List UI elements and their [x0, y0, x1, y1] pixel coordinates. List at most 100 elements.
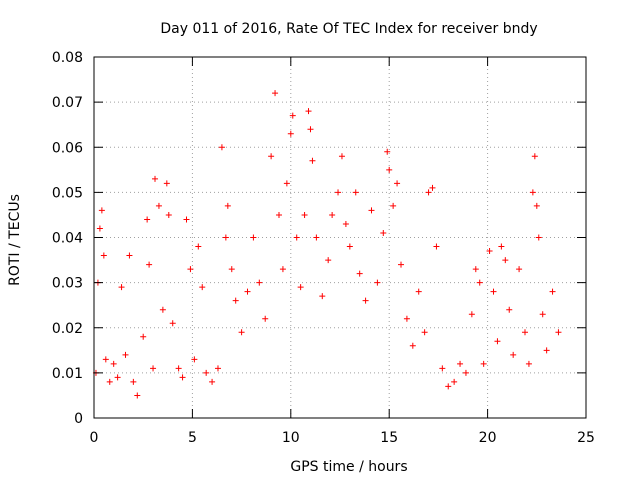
data-point: [386, 166, 393, 173]
data-point: [209, 378, 216, 385]
data-point: [415, 288, 422, 295]
data-point: [516, 266, 523, 273]
y-tick-label: 0.02: [52, 321, 83, 337]
data-point: [224, 202, 231, 209]
x-tick-label: 0: [90, 430, 99, 446]
data-point: [256, 279, 263, 286]
data-point: [486, 248, 493, 255]
data-points: [92, 90, 562, 399]
data-point: [134, 392, 141, 399]
data-point: [390, 202, 397, 209]
data-point: [96, 225, 103, 232]
data-point: [140, 333, 147, 340]
y-tick-label: 0.07: [52, 95, 83, 111]
data-point: [338, 153, 345, 160]
data-point: [533, 202, 540, 209]
data-point: [100, 252, 107, 259]
data-point: [439, 365, 446, 372]
data-point: [307, 126, 314, 133]
data-point: [531, 153, 538, 160]
data-point: [335, 189, 342, 196]
data-point: [472, 266, 479, 273]
data-point: [191, 356, 198, 363]
data-point: [555, 329, 562, 336]
data-point: [183, 216, 190, 223]
y-axis-label: ROTI / TECUs: [7, 194, 23, 286]
data-point: [462, 369, 469, 376]
data-point: [301, 211, 308, 218]
data-point: [98, 207, 105, 214]
x-tick-label: 25: [577, 430, 595, 446]
data-point: [126, 252, 133, 259]
data-point: [152, 175, 159, 182]
data-point: [144, 216, 151, 223]
data-point: [409, 342, 416, 349]
x-tick-label: 20: [479, 430, 497, 446]
data-point: [543, 347, 550, 354]
axis-ticks: 0 0.01 0.02 0.03 0.04 0.05 0.06 0.07 0.08 0 5 10 15 2…: [52, 50, 595, 446]
data-point: [374, 279, 381, 286]
data-point: [150, 365, 157, 372]
data-point: [130, 378, 137, 385]
data-point: [283, 180, 290, 187]
data-point: [525, 360, 532, 367]
y-tick-label: 0: [74, 411, 83, 427]
data-point: [421, 329, 428, 336]
data-point: [146, 261, 153, 268]
y-tick-label: 0.05: [52, 185, 83, 201]
data-point: [238, 329, 245, 336]
data-point: [398, 261, 405, 268]
data-point: [159, 306, 166, 313]
data-point: [476, 279, 483, 286]
data-point: [218, 144, 225, 151]
data-point: [163, 180, 170, 187]
data-point: [429, 184, 436, 191]
data-point: [362, 297, 369, 304]
data-point: [195, 243, 202, 250]
data-point: [502, 257, 509, 264]
data-point: [165, 211, 172, 218]
data-point: [268, 153, 275, 160]
data-point: [203, 369, 210, 376]
y-tick-label: 0.08: [52, 50, 83, 66]
data-point: [368, 207, 375, 214]
data-point: [425, 189, 432, 196]
data-point: [169, 320, 176, 327]
chart-title: Day 011 of 2016, Rate Of TEC Index for r…: [160, 21, 537, 37]
data-point: [403, 315, 410, 322]
data-point: [480, 360, 487, 367]
y-tick-label: 0.03: [52, 276, 83, 292]
data-point: [102, 356, 109, 363]
grid-lines: [94, 57, 586, 418]
data-point: [494, 338, 501, 345]
data-point: [293, 234, 300, 241]
data-point: [539, 311, 546, 318]
data-point: [155, 202, 162, 209]
data-point: [346, 243, 353, 250]
data-point: [313, 234, 320, 241]
data-point: [457, 360, 464, 367]
x-tick-label: 15: [380, 430, 398, 446]
data-point: [521, 329, 528, 336]
data-point: [262, 315, 269, 322]
data-point: [309, 157, 316, 164]
data-point: [490, 288, 497, 295]
data-point: [187, 266, 194, 273]
data-point: [451, 378, 458, 385]
data-point: [305, 108, 312, 115]
data-point: [380, 229, 387, 236]
data-point: [498, 243, 505, 250]
data-point: [250, 234, 257, 241]
data-point: [325, 257, 332, 264]
x-tick-label: 5: [188, 430, 197, 446]
data-point: [232, 297, 239, 304]
data-point: [394, 180, 401, 187]
data-point: [342, 220, 349, 227]
x-axis-label: GPS time / hours: [290, 459, 407, 475]
data-point: [319, 293, 326, 300]
y-tick-label: 0.06: [52, 140, 83, 156]
data-point: [468, 311, 475, 318]
data-point: [122, 351, 129, 358]
y-tick-label: 0.01: [52, 366, 83, 382]
